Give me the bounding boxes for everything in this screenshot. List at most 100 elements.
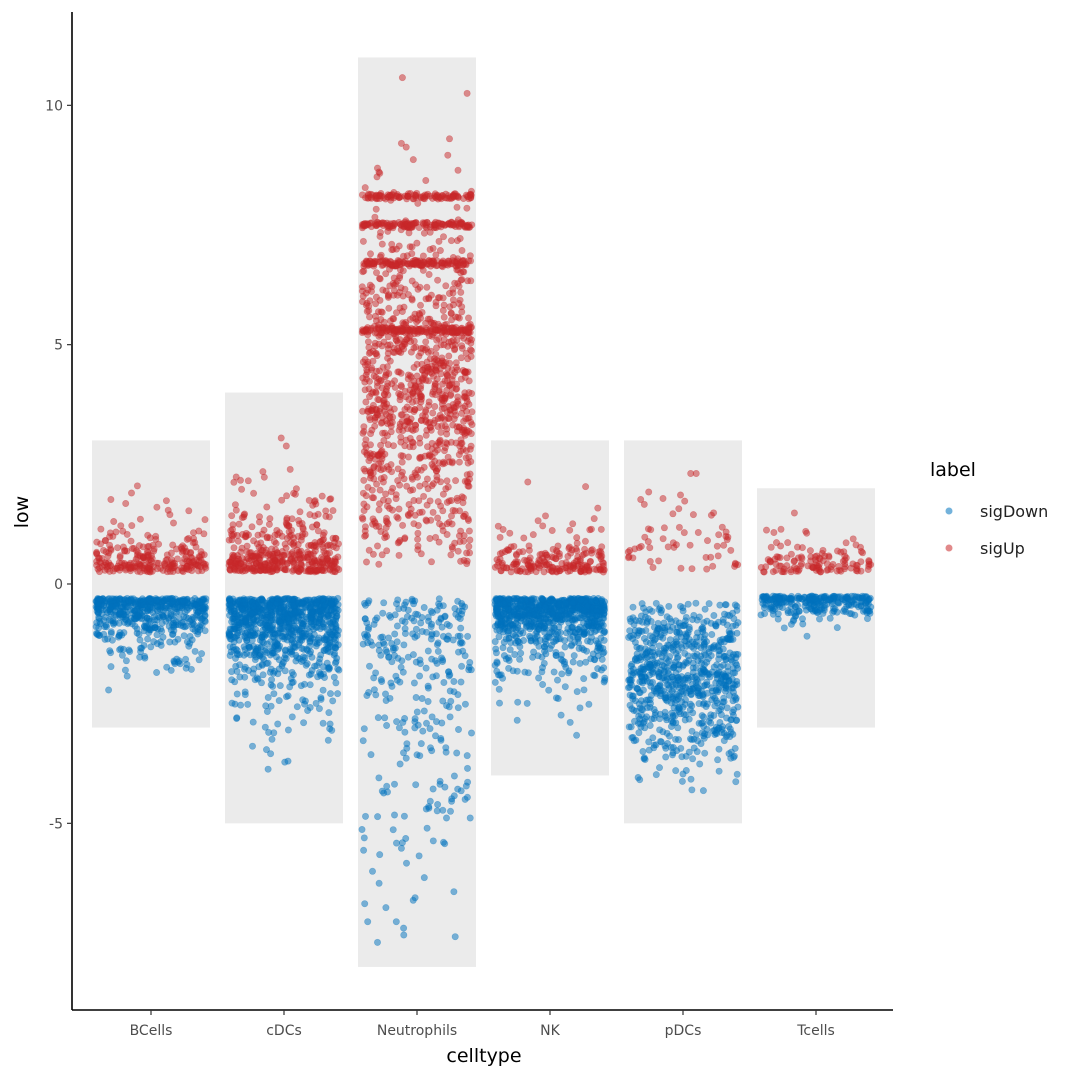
point-sigDown <box>116 646 124 654</box>
point-sigDown <box>285 628 293 636</box>
point-sigDown <box>418 694 426 702</box>
point-sigDown <box>287 674 295 682</box>
point-sigUp <box>390 330 398 338</box>
point-sigDown <box>95 624 103 632</box>
point-sigUp <box>406 386 414 394</box>
point-sigUp <box>264 552 272 560</box>
point-sigDown <box>464 778 472 786</box>
point-sigUp <box>456 326 464 334</box>
point-sigUp <box>449 329 457 337</box>
point-sigDown <box>597 666 605 674</box>
point-sigDown <box>392 918 400 926</box>
point-sigDown <box>454 691 462 699</box>
point-sigUp <box>400 303 408 311</box>
point-sigUp <box>94 565 102 573</box>
point-sigDown <box>319 686 327 694</box>
point-sigUp <box>457 288 465 296</box>
point-sigDown <box>377 676 385 684</box>
point-sigUp <box>153 503 161 511</box>
point-sigDown <box>311 638 319 646</box>
point-sigUp <box>148 567 156 575</box>
point-sigDown <box>96 595 104 603</box>
point-sigDown <box>492 649 500 657</box>
point-sigUp <box>288 548 296 556</box>
point-sigDown <box>427 607 435 615</box>
point-sigUp <box>564 552 572 560</box>
point-sigUp <box>416 301 424 309</box>
point-sigUp <box>254 531 262 539</box>
point-sigDown <box>140 641 148 649</box>
point-sigUp <box>458 439 466 447</box>
point-sigDown <box>327 600 335 608</box>
point-sigDown <box>400 931 408 939</box>
point-sigUp <box>128 489 136 497</box>
point-sigUp <box>320 547 328 555</box>
point-sigUp <box>461 429 469 437</box>
point-sigDown <box>424 697 432 705</box>
point-sigUp <box>439 458 447 466</box>
point-sigDown <box>271 616 279 624</box>
point-sigUp <box>433 375 441 383</box>
point-sigUp <box>163 555 171 563</box>
point-sigDown <box>257 679 265 687</box>
point-sigDown <box>400 812 408 820</box>
point-sigUp <box>709 562 717 570</box>
point-sigUp <box>260 473 268 481</box>
point-sigUp <box>510 542 518 550</box>
point-sigUp <box>266 568 274 576</box>
point-sigUp <box>412 315 420 323</box>
point-sigDown <box>375 879 383 887</box>
point-sigDown <box>266 668 274 676</box>
point-sigUp <box>414 535 422 543</box>
point-sigUp <box>329 543 337 551</box>
point-sigDown <box>181 623 189 631</box>
point-sigUp <box>383 547 391 555</box>
point-sigUp <box>136 515 144 523</box>
point-sigDown <box>600 627 608 635</box>
point-sigUp <box>762 526 770 534</box>
point-sigUp <box>234 537 242 545</box>
point-sigUp <box>588 549 596 557</box>
point-sigUp <box>244 477 252 485</box>
point-sigUp <box>391 260 399 268</box>
point-sigUp <box>809 564 817 572</box>
point-sigDown <box>426 725 434 733</box>
point-sigUp <box>426 355 434 363</box>
point-sigUp <box>806 547 814 555</box>
point-sigUp <box>677 564 685 572</box>
point-sigUp <box>590 565 598 573</box>
point-sigDown <box>360 834 368 842</box>
point-sigUp <box>395 505 403 513</box>
point-sigUp <box>389 348 397 356</box>
point-sigDown <box>360 846 368 854</box>
point-sigUp <box>303 554 311 562</box>
point-sigUp <box>418 262 426 270</box>
point-sigUp <box>444 483 452 491</box>
point-sigUp <box>194 562 202 570</box>
point-sigUp <box>174 555 182 563</box>
point-sigUp <box>396 336 404 344</box>
point-sigUp <box>283 560 291 568</box>
point-sigUp <box>784 539 792 547</box>
point-sigUp <box>394 539 402 547</box>
point-sigDown <box>325 617 333 625</box>
point-sigUp <box>645 488 653 496</box>
point-sigUp <box>404 371 412 379</box>
point-sigDown <box>394 596 402 604</box>
point-sigUp <box>272 539 280 547</box>
point-sigUp <box>198 567 206 575</box>
point-sigUp <box>731 560 739 568</box>
point-sigUp <box>422 319 430 327</box>
point-sigDown <box>323 631 331 639</box>
point-sigUp <box>388 380 396 388</box>
point-sigDown <box>600 636 608 644</box>
point-sigUp <box>379 324 387 332</box>
point-sigDown <box>196 626 204 634</box>
point-sigDown <box>393 622 401 630</box>
point-sigUp <box>366 416 374 424</box>
point-sigDown <box>324 612 332 620</box>
point-sigUp <box>372 205 380 213</box>
point-sigDown <box>393 638 401 646</box>
point-sigUp <box>114 544 122 552</box>
point-sigDown <box>326 720 334 728</box>
